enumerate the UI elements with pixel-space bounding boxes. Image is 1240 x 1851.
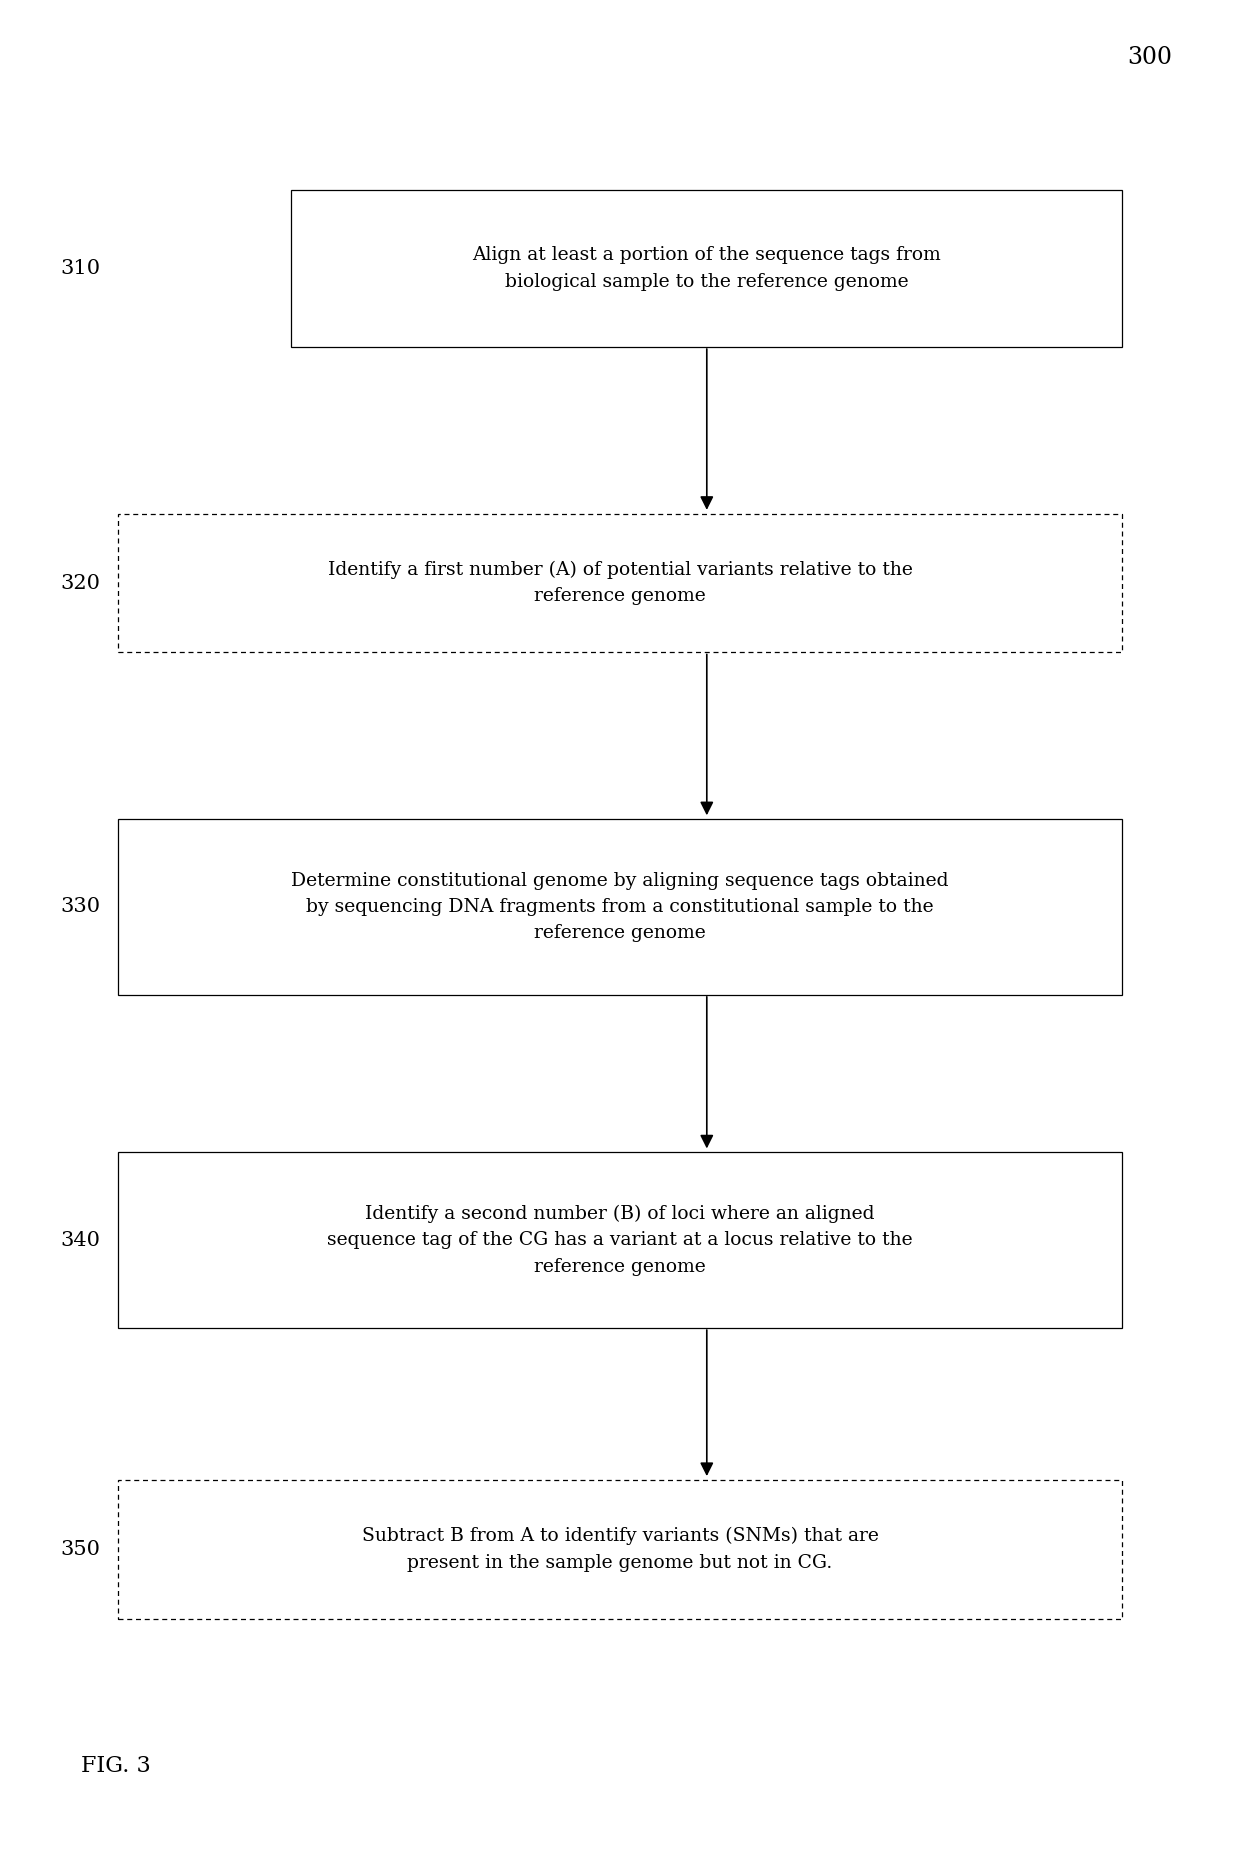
Text: Identify a second number (B) of loci where an aligned
sequence tag of the CG has: Identify a second number (B) of loci whe… — [327, 1205, 913, 1275]
Text: 350: 350 — [61, 1540, 100, 1559]
FancyBboxPatch shape — [291, 191, 1122, 348]
Text: Identify a first number (A) of potential variants relative to the
reference geno: Identify a first number (A) of potential… — [327, 561, 913, 605]
FancyBboxPatch shape — [118, 818, 1122, 996]
FancyBboxPatch shape — [118, 1151, 1122, 1329]
Text: 320: 320 — [61, 574, 100, 592]
FancyBboxPatch shape — [118, 513, 1122, 652]
Text: Align at least a portion of the sequence tags from
biological sample to the refe: Align at least a portion of the sequence… — [472, 246, 941, 291]
Text: Subtract B from A to identify variants (SNMs) that are
present in the sample gen: Subtract B from A to identify variants (… — [362, 1527, 878, 1571]
Text: 310: 310 — [61, 259, 100, 278]
FancyBboxPatch shape — [118, 1481, 1122, 1618]
Text: 300: 300 — [1127, 46, 1172, 68]
Text: Determine constitutional genome by aligning sequence tags obtained
by sequencing: Determine constitutional genome by align… — [291, 872, 949, 942]
Text: 340: 340 — [61, 1231, 100, 1249]
Text: 330: 330 — [61, 898, 100, 916]
Text: FIG. 3: FIG. 3 — [81, 1755, 150, 1777]
